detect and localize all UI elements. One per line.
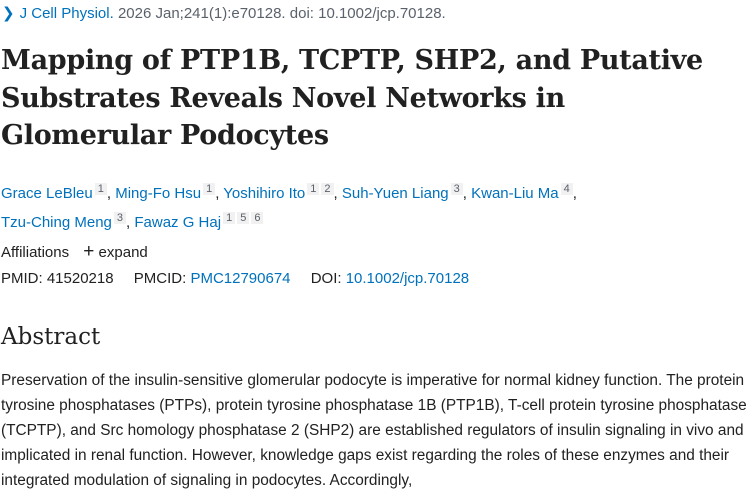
author: Tzu-Ching Meng 3 bbox=[1, 212, 127, 231]
author: Yoshihiro Ito 1 2 bbox=[223, 183, 334, 202]
author: Kwan-Liu Ma 4 bbox=[471, 183, 573, 202]
author: Suh-Yuen Liang 3 bbox=[341, 183, 463, 202]
affiliation-ref[interactable]: 5 bbox=[237, 212, 250, 224]
expand-label: expand bbox=[98, 244, 148, 261]
author: Fawaz G Haj 1 5 6 bbox=[134, 212, 264, 231]
pmid-value: 41520218 bbox=[46, 270, 114, 287]
author: Grace LeBleu 1 bbox=[1, 183, 107, 202]
affiliation-ref[interactable]: 3 bbox=[113, 212, 127, 224]
pmid-label: PMID: bbox=[1, 270, 43, 287]
affiliation-ref[interactable]: 4 bbox=[560, 183, 573, 195]
abstract-heading: Abstract bbox=[1, 324, 101, 350]
affiliation-ref[interactable]: 1 bbox=[94, 183, 107, 195]
abstract-text: Preservation of the insulin-sensitive gl… bbox=[1, 372, 747, 489]
author-list: Grace LeBleu 1, Ming-Fo Hsu 1, Yoshihiro I… bbox=[1, 183, 577, 231]
author-link[interactable]: Ming-Fo Hsu bbox=[115, 185, 202, 202]
affiliation-ref[interactable]: 3 bbox=[450, 183, 463, 195]
chevron-right-icon[interactable]: ❯ bbox=[2, 5, 15, 22]
affiliation-ref[interactable]: 6 bbox=[251, 212, 264, 224]
author: Ming-Fo Hsu 1 bbox=[115, 183, 216, 202]
expand-affiliations-button[interactable]: + expand bbox=[83, 241, 148, 262]
doi-link[interactable]: 10.1002/jcp.70128 bbox=[345, 270, 470, 287]
citation-line: ❯ J Cell Physiol. 2026 Jan;241(1):e70128.… bbox=[2, 4, 446, 22]
plus-icon: + bbox=[83, 241, 95, 262]
author-link[interactable]: Yoshihiro Ito bbox=[223, 185, 306, 202]
author-link[interactable]: Fawaz G Haj bbox=[134, 214, 222, 231]
doi-label: DOI: bbox=[310, 270, 342, 287]
affiliations-label: Affiliations bbox=[1, 244, 70, 261]
affiliation-ref[interactable]: 2 bbox=[321, 183, 334, 195]
affiliation-ref[interactable]: 1 bbox=[307, 183, 320, 195]
author-link[interactable]: Suh-Yuen Liang bbox=[341, 185, 449, 202]
affiliations: Affiliations + expand bbox=[1, 241, 148, 263]
author-link[interactable]: Kwan-Liu Ma bbox=[471, 185, 559, 202]
pmcid-label: PMCID: bbox=[133, 270, 187, 287]
pmcid-link[interactable]: PMC12790674 bbox=[190, 270, 291, 287]
journal-link[interactable]: J Cell Physiol. bbox=[19, 5, 114, 22]
author-link[interactable]: Grace LeBleu bbox=[1, 185, 93, 202]
article-identifiers: PMID: 41520218 PMCID: PMC12790674 DOI: 1… bbox=[1, 270, 469, 287]
affiliation-ref[interactable]: 1 bbox=[223, 212, 236, 224]
article-title: Mapping of PTP1B, TCPTP, SHP2, and Putat… bbox=[1, 45, 703, 151]
citation-details: 2026 Jan;241(1):e70128. doi: 10.1002/jcp… bbox=[117, 5, 446, 22]
author-link[interactable]: Tzu-Ching Meng bbox=[1, 214, 112, 231]
affiliation-ref[interactable]: 1 bbox=[203, 183, 216, 195]
